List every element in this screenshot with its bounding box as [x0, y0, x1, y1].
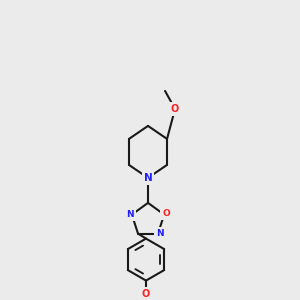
Text: N: N — [126, 210, 134, 219]
Text: O: O — [171, 104, 179, 114]
Text: O: O — [142, 289, 150, 298]
Text: N: N — [144, 173, 152, 183]
Text: O: O — [162, 209, 170, 218]
Text: N: N — [156, 229, 164, 238]
